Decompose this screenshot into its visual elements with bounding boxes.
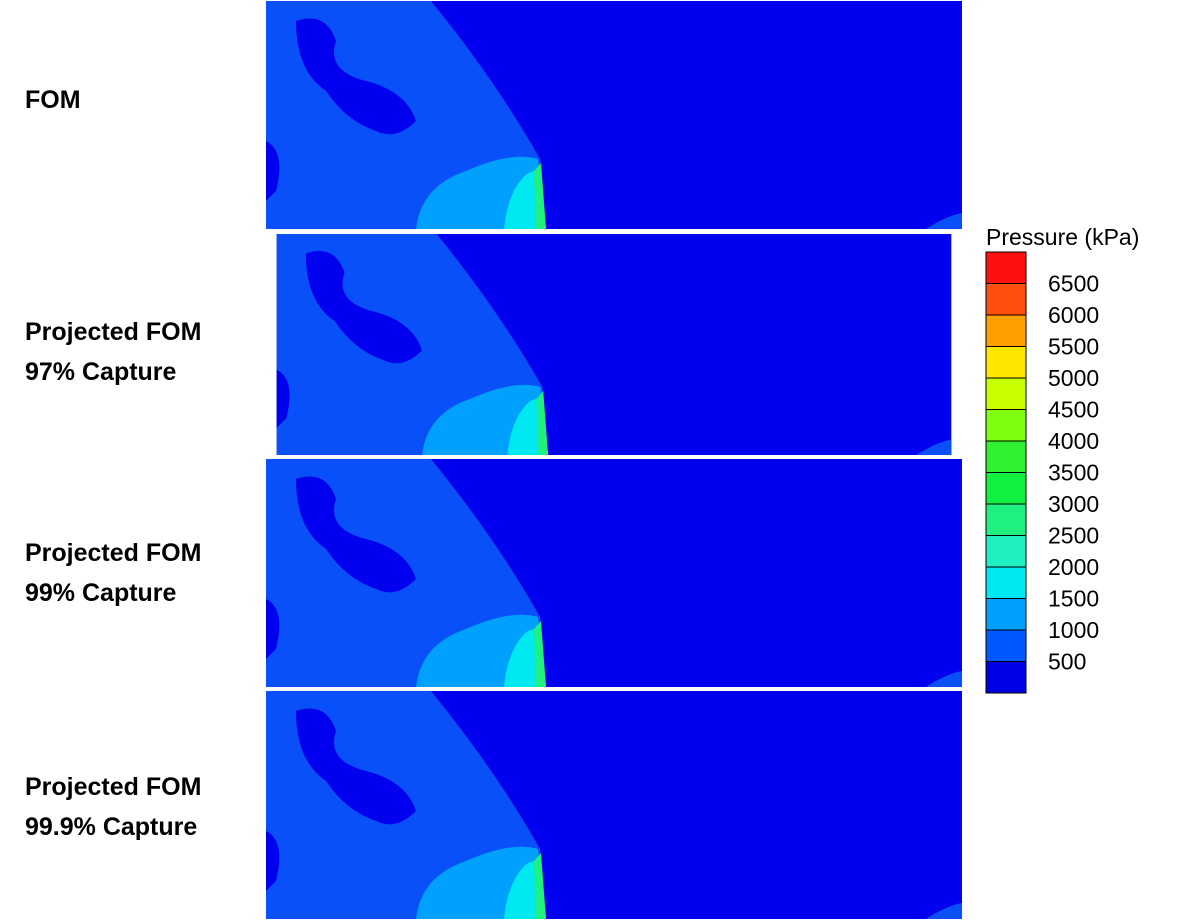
colorbar-tick-label: 5500 <box>1048 334 1099 360</box>
label-line: FOM <box>25 86 81 114</box>
label-line: Projected FOM <box>25 539 202 567</box>
colorbar-tick-label: 4000 <box>1048 428 1099 454</box>
colorbar-tick-label: 500 <box>1048 649 1086 675</box>
colorbar-title: Pressure (kPa) <box>986 224 1139 250</box>
colorbar-band <box>985 314 1027 347</box>
label-line: Projected FOM <box>25 318 202 346</box>
colorbar-band <box>985 409 1027 442</box>
label-line: 99% Capture <box>25 579 177 607</box>
colorbar-band <box>985 472 1027 505</box>
colorbar-band <box>985 346 1027 379</box>
colorbar-tick-label: 6000 <box>1048 302 1099 328</box>
colorbar-tick-label: 4500 <box>1048 397 1099 423</box>
colorbar-tick-label: 5000 <box>1048 365 1099 391</box>
panel-label: Projected FOM 99.9% Capture <box>25 767 201 847</box>
colorbar-band <box>985 598 1027 631</box>
colorbar-band <box>985 283 1027 316</box>
contour-panel <box>266 459 962 687</box>
colorbar-band <box>985 566 1027 599</box>
colorbar-band <box>985 503 1027 536</box>
colorbar-tick-label: 6500 <box>1048 271 1099 297</box>
colorbar-band <box>985 440 1027 473</box>
colorbar-band <box>985 377 1027 410</box>
label-line: Projected FOM <box>25 773 202 801</box>
label-line: 97% Capture <box>25 358 177 386</box>
panel-label: Projected FOM 97% Capture <box>25 312 201 392</box>
colorbar-band <box>985 535 1027 568</box>
colorbar-tick-label: 1000 <box>1048 617 1099 643</box>
contour-panel <box>276 234 952 455</box>
label-line: 99.9% Capture <box>25 813 198 841</box>
colorbar-tick-label: 1500 <box>1048 586 1099 612</box>
colorbar-band <box>985 661 1027 694</box>
colorbar-tick-label: 3500 <box>1048 460 1099 486</box>
colorbar-tick-label: 2500 <box>1048 523 1099 549</box>
colorbar-tick-label: 3000 <box>1048 491 1099 517</box>
colorbar-band <box>985 251 1027 284</box>
panel-label: Projected FOM 99% Capture <box>25 533 201 613</box>
colorbar-band <box>985 629 1027 662</box>
contour-panel <box>266 691 962 919</box>
contour-panel <box>266 1 962 229</box>
colorbar-tick-label: 2000 <box>1048 554 1099 580</box>
panel-label: FOM <box>25 80 81 120</box>
